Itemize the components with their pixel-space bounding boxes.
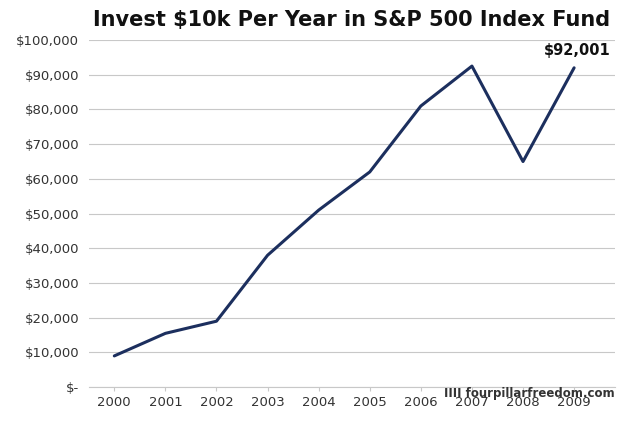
Text: IIII fourpillarfreedom.com: IIII fourpillarfreedom.com <box>444 387 615 400</box>
Title: Invest $10k Per Year in S&P 500 Index Fund: Invest $10k Per Year in S&P 500 Index Fu… <box>93 10 611 30</box>
Text: $92,001: $92,001 <box>543 43 610 57</box>
